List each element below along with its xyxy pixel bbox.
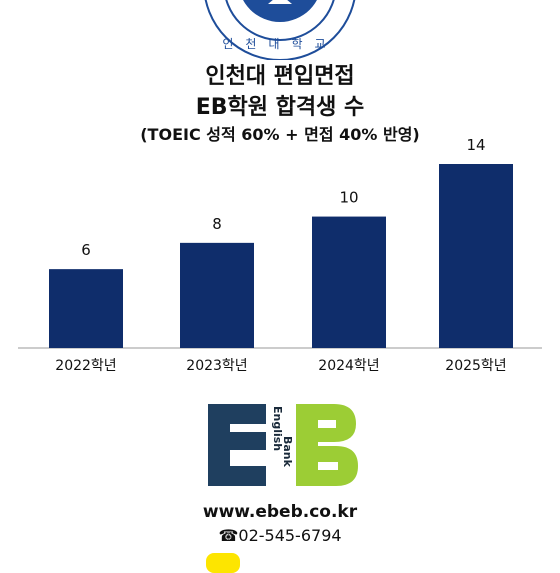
x-tick-label: 2023학년 <box>186 358 247 374</box>
logo-text-english: English <box>271 406 284 451</box>
seal-center <box>243 0 317 22</box>
data-label: 8 <box>212 215 222 233</box>
website-url[interactable]: www.ebeb.co.kr <box>202 502 358 522</box>
seal-text: 인천대학교 <box>222 36 337 51</box>
x-tick-label: 2024학년 <box>318 358 379 374</box>
x-tick-label: 2022학년 <box>55 358 116 374</box>
chart-subtitle: (TOEIC 성적 60% + 면접 40% 반영) <box>140 125 420 144</box>
logo-text-bank: Bank <box>281 436 294 468</box>
seal-outer-ring <box>204 0 356 60</box>
bar-2025학년 <box>439 164 513 348</box>
data-label: 6 <box>81 241 91 259</box>
chart-title-line1: 인천대 편입면접 <box>205 64 355 89</box>
bar-2024학년 <box>312 216 386 348</box>
university-seal: 인천대학교 <box>204 0 356 60</box>
bar-2023학년 <box>180 242 254 348</box>
seal-emblem <box>268 0 292 4</box>
logo-e-bottom <box>208 466 266 486</box>
bar-2022학년 <box>49 269 123 348</box>
bar-chart: 6 2022학년 8 2023학년 10 2024학년 14 2025학년 <box>18 136 542 374</box>
logo-b-hole-upper <box>318 420 336 428</box>
english-bank-logo: English Bank <box>208 404 358 486</box>
x-tick-label: 2025학년 <box>445 358 506 374</box>
phone-number: ☎02-545-6794 <box>218 526 342 545</box>
logo-e-left <box>208 404 230 486</box>
chart-title-line2: EB학원 합격생 수 <box>195 95 365 120</box>
data-label: 10 <box>339 189 358 207</box>
kakao-icon[interactable] <box>206 553 240 573</box>
logo-b-hole-lower <box>318 462 338 470</box>
seal-inner-ring <box>225 0 335 41</box>
bar-group: 6 2022학년 8 2023학년 10 2024학년 14 2025학년 <box>49 136 513 374</box>
data-label: 14 <box>466 136 485 154</box>
